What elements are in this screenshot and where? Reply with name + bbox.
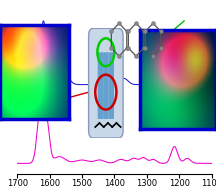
FancyBboxPatch shape	[98, 52, 103, 119]
FancyBboxPatch shape	[103, 52, 109, 119]
FancyBboxPatch shape	[89, 28, 123, 138]
FancyBboxPatch shape	[109, 52, 114, 119]
